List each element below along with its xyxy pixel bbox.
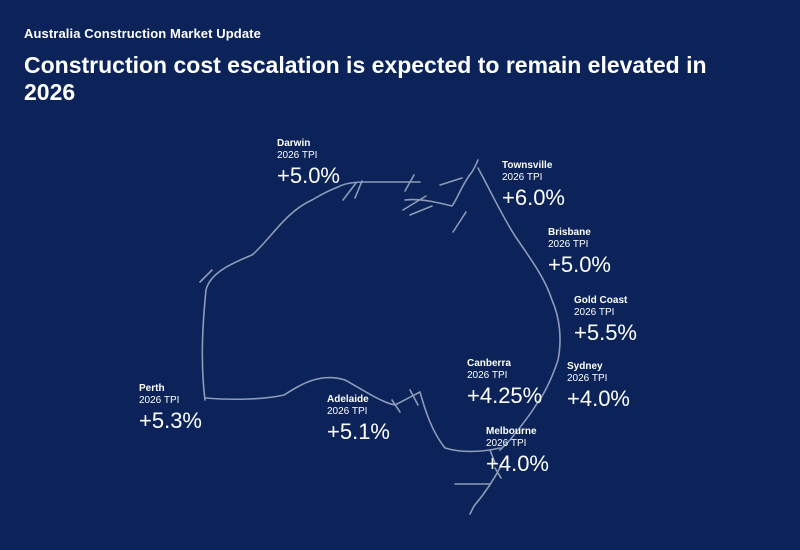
- city-perth: Perth 2026 TPI +5.3%: [139, 382, 202, 434]
- map-tick-2: [354, 180, 363, 199]
- city-tpi-value: +6.0%: [502, 185, 565, 210]
- map-east-coast: [477, 167, 561, 451]
- city-name: Perth: [139, 383, 165, 394]
- city-name: Melbourne: [486, 426, 537, 437]
- city-tpi-value: +4.0%: [567, 386, 630, 411]
- city-gold-coast: Gold Coast 2026 TPI +5.5%: [574, 294, 637, 346]
- city-canberra: Canberra 2026 TPI +4.25%: [467, 357, 542, 409]
- city-tpi-value: +5.0%: [548, 252, 611, 277]
- map-tick-10: [409, 389, 419, 406]
- city-name: Darwin: [277, 138, 311, 149]
- city-tpi-label: 2026 TPI: [327, 406, 368, 417]
- city-name: Brisbane: [548, 227, 591, 238]
- city-tpi-value: +5.5%: [574, 320, 637, 345]
- city-tpi-value: +4.0%: [486, 451, 549, 476]
- city-tpi-label: 2026 TPI: [277, 150, 318, 161]
- city-name: Sydney: [567, 361, 603, 372]
- city-darwin: Darwin 2026 TPI +5.0%: [277, 137, 340, 189]
- city-tpi-label: 2026 TPI: [567, 373, 608, 384]
- city-name: Canberra: [467, 358, 511, 369]
- city-tpi-label: 2026 TPI: [139, 395, 180, 406]
- city-adelaide: Adelaide 2026 TPI +5.1%: [327, 393, 390, 445]
- city-tpi-value: +5.3%: [139, 408, 202, 433]
- city-sydney: Sydney 2026 TPI +4.0%: [567, 360, 630, 412]
- city-tpi-value: +4.25%: [467, 383, 543, 408]
- city-name: Townsville: [502, 160, 553, 171]
- map-tick-4: [439, 177, 463, 186]
- map-tick-12: [494, 467, 502, 479]
- city-tpi-label: 2026 TPI: [574, 307, 615, 318]
- city-tpi-value: +5.1%: [327, 419, 390, 444]
- city-tpi-label: 2026 TPI: [486, 438, 527, 449]
- map-tick-8: [199, 269, 213, 283]
- map-tick-1: [342, 182, 357, 201]
- map-west-north-coast: [201, 181, 421, 401]
- city-melbourne: Melbourne 2026 TPI +4.0%: [486, 425, 549, 477]
- city-name: Gold Coast: [574, 295, 628, 306]
- map-tasmania: [469, 461, 504, 515]
- city-tpi-label: 2026 TPI: [502, 172, 543, 183]
- map-tick-9: [391, 399, 401, 413]
- map-tick-11: [489, 449, 496, 464]
- map-tick-5: [402, 195, 427, 211]
- map-tick-7: [409, 205, 433, 216]
- city-tpi-value: +5.0%: [277, 163, 340, 188]
- header-kicker: Australia Construction Market Update: [24, 26, 261, 41]
- map-gulf-coast: [404, 159, 479, 207]
- page-title: Construction cost escalation is expected…: [24, 52, 707, 105]
- city-tpi-label: 2026 TPI: [467, 370, 508, 381]
- city-townsville: Townsville 2026 TPI +6.0%: [502, 159, 565, 211]
- map-tick-6: [452, 211, 467, 233]
- city-name: Adelaide: [327, 394, 369, 405]
- map-tick-3: [404, 174, 415, 192]
- city-brisbane: Brisbane 2026 TPI +5.0%: [548, 226, 611, 278]
- city-tpi-label: 2026 TPI: [548, 239, 589, 250]
